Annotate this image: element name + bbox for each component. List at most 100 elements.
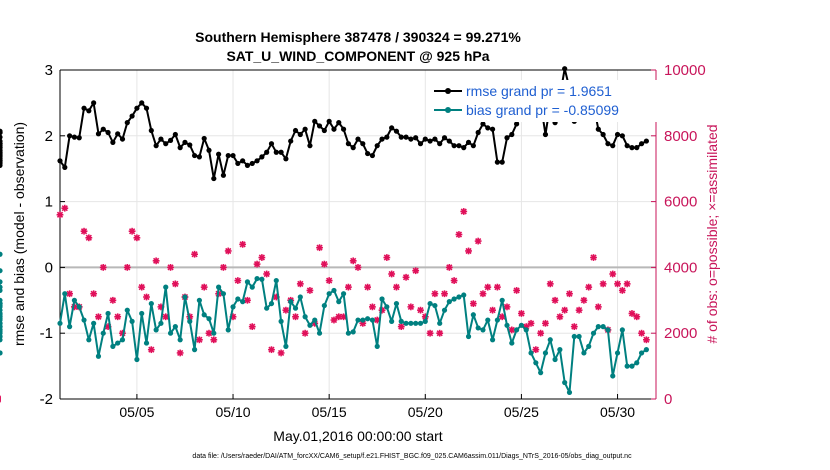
rmse-point — [629, 145, 635, 151]
bias-point — [0, 284, 3, 290]
rmse-point — [191, 152, 198, 159]
rmse-point — [124, 120, 130, 126]
obs-possible-marker — [224, 247, 232, 255]
obs-possible-marker — [220, 264, 227, 271]
obs-marker-stroke — [638, 330, 645, 337]
obs-possible-marker — [460, 208, 468, 215]
obs-marker-stroke — [547, 280, 554, 287]
bias-point — [0, 317, 3, 323]
rmse-point — [360, 141, 366, 147]
bias-point — [259, 276, 265, 282]
obs-marker-stroke — [571, 323, 578, 330]
bias-point — [292, 305, 299, 311]
obs-marker-stroke — [542, 320, 549, 327]
rmse-point — [326, 118, 332, 124]
bias-point — [610, 373, 616, 379]
rmse-point — [148, 127, 154, 134]
obs-possible-marker — [633, 313, 641, 321]
obs-possible-marker — [99, 264, 107, 271]
y-axis-label-right: # of obs: o=possible; ×=assimilated — [704, 124, 720, 343]
obs-possible-marker — [412, 267, 420, 275]
bias-point — [0, 312, 3, 318]
bias-point — [264, 305, 270, 311]
bias-point — [326, 291, 332, 297]
rmse-point — [244, 162, 251, 169]
rmse-point — [461, 145, 467, 151]
obs-possible-marker — [590, 254, 597, 261]
bias-point — [95, 353, 102, 359]
bias-point — [509, 340, 515, 346]
bias-point — [494, 317, 500, 323]
bias-point — [216, 284, 222, 290]
obs-possible-marker — [575, 306, 583, 314]
obs-possible-marker — [109, 296, 117, 304]
obs-marker-stroke — [191, 251, 198, 258]
obs-marker-stroke — [527, 320, 535, 327]
obs-possible-marker — [138, 283, 146, 291]
x-tick-label: 05/05 — [119, 404, 154, 420]
rmse-point — [0, 134, 3, 140]
obs-marker-stroke — [172, 280, 179, 287]
bias-point — [105, 310, 111, 317]
obs-marker-stroke — [330, 316, 338, 324]
y-tick-label-right: 4000 — [664, 259, 697, 276]
rmse-point — [437, 141, 443, 147]
obs-possible-marker — [344, 283, 352, 291]
rmse-point — [95, 131, 102, 137]
obs-possible-marker — [532, 346, 540, 354]
rmse-point — [67, 133, 73, 139]
bias-point — [0, 279, 3, 285]
bias-point — [547, 337, 553, 343]
bias-point — [0, 307, 3, 313]
rmse-point — [403, 134, 409, 140]
rmse-point — [316, 123, 323, 129]
rmse-point — [240, 158, 246, 164]
obs-marker-stroke — [600, 280, 607, 287]
obs-possible-marker — [383, 254, 391, 261]
obs-possible-marker — [489, 306, 496, 314]
rmse-point — [485, 125, 491, 131]
rmse-point — [562, 66, 568, 72]
obs-marker-stroke — [532, 346, 539, 353]
obs-possible-marker — [301, 329, 309, 337]
obs-marker-stroke — [124, 264, 131, 271]
obs-marker-stroke — [628, 310, 636, 317]
rmse-point — [283, 156, 289, 162]
rmse-point — [129, 113, 135, 119]
obs-possible-marker — [268, 346, 275, 354]
obs-possible-marker — [248, 323, 256, 331]
obs-marker-stroke — [551, 297, 559, 304]
obs-marker-stroke — [619, 287, 626, 294]
obs-possible-marker — [114, 313, 122, 321]
bias-point — [254, 275, 260, 282]
rmse-point — [76, 135, 82, 141]
obs-marker-stroke — [484, 284, 491, 291]
rmse-point — [345, 141, 351, 147]
bias-point — [249, 284, 255, 290]
rmse-point — [0, 156, 3, 162]
rmse-point — [259, 154, 265, 160]
x-tick-label: 05/15 — [312, 404, 347, 420]
bias-point — [273, 277, 279, 284]
rmse-point — [220, 172, 227, 178]
rmse-point — [610, 143, 616, 149]
obs-marker-stroke — [133, 234, 141, 241]
bias-point — [345, 330, 351, 336]
obs-possible-marker — [393, 283, 400, 291]
obs-marker-stroke — [402, 274, 410, 281]
obs-possible-marker — [594, 303, 602, 311]
y-tick-label-left: 2 — [45, 128, 53, 145]
legend-bias-label: bias grand pr = -0.85099 — [466, 102, 619, 118]
obs-marker-stroke — [282, 307, 290, 314]
obs-marker-stroke — [426, 330, 434, 337]
obs-possible-marker — [609, 270, 617, 278]
obs-marker-stroke — [624, 280, 631, 287]
rmse-point — [264, 149, 270, 155]
rmse-point — [254, 158, 260, 164]
bias-point — [302, 314, 308, 320]
bias-point — [201, 312, 207, 318]
bias-point — [605, 327, 611, 333]
rmse-point — [595, 126, 601, 132]
bias-point — [336, 299, 342, 305]
obs-marker-stroke — [335, 313, 342, 320]
